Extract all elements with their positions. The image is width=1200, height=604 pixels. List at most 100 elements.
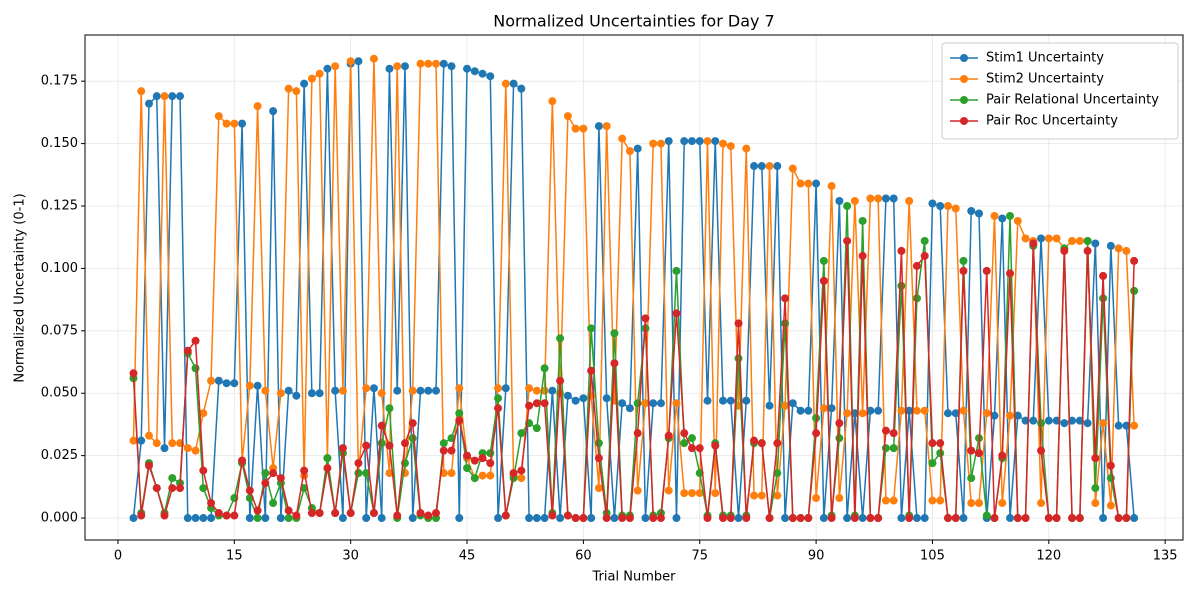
legend-marker bbox=[960, 54, 968, 62]
point bbox=[501, 79, 510, 88]
point bbox=[742, 514, 751, 523]
point bbox=[757, 439, 766, 448]
point bbox=[540, 399, 549, 408]
point bbox=[501, 384, 510, 393]
point bbox=[501, 511, 510, 520]
point bbox=[866, 406, 875, 415]
legend-label: Stim1 Uncertainty bbox=[986, 51, 1104, 66]
point bbox=[478, 454, 487, 463]
point bbox=[354, 469, 363, 478]
point bbox=[633, 486, 642, 495]
x-tick-label: 15 bbox=[226, 549, 243, 564]
point bbox=[137, 87, 146, 96]
point bbox=[1091, 239, 1100, 248]
point bbox=[199, 484, 208, 493]
point bbox=[881, 444, 890, 453]
point bbox=[843, 514, 852, 523]
point bbox=[509, 469, 518, 478]
point bbox=[400, 62, 409, 71]
point bbox=[207, 514, 216, 523]
point bbox=[517, 84, 526, 93]
point bbox=[610, 329, 619, 338]
point bbox=[858, 514, 867, 523]
point bbox=[920, 406, 929, 415]
point bbox=[974, 449, 983, 458]
point bbox=[618, 514, 627, 523]
point bbox=[1099, 419, 1108, 428]
y-tick-label: 0.175 bbox=[41, 74, 78, 89]
point bbox=[998, 214, 1007, 223]
point bbox=[967, 499, 976, 508]
point bbox=[168, 92, 177, 101]
point bbox=[625, 147, 634, 156]
point bbox=[369, 384, 378, 393]
point bbox=[765, 514, 774, 523]
point bbox=[563, 391, 572, 400]
point bbox=[152, 92, 161, 101]
point bbox=[1037, 234, 1046, 243]
point bbox=[269, 469, 278, 478]
point bbox=[144, 461, 153, 470]
point bbox=[494, 404, 503, 413]
point bbox=[261, 479, 270, 488]
point bbox=[284, 514, 293, 523]
point bbox=[594, 439, 603, 448]
point bbox=[765, 162, 774, 171]
point bbox=[874, 514, 883, 523]
point bbox=[618, 134, 627, 143]
point bbox=[486, 72, 495, 81]
point bbox=[1029, 239, 1038, 248]
x-tick-label: 75 bbox=[691, 549, 708, 564]
point bbox=[649, 399, 658, 408]
point bbox=[199, 409, 208, 418]
point bbox=[517, 474, 526, 483]
x-tick-label: 105 bbox=[920, 549, 945, 564]
point bbox=[191, 514, 200, 523]
point bbox=[447, 62, 456, 71]
point bbox=[680, 137, 689, 146]
point bbox=[556, 514, 565, 523]
point bbox=[1021, 514, 1030, 523]
point bbox=[129, 436, 138, 445]
point bbox=[269, 107, 278, 116]
point bbox=[982, 266, 991, 275]
y-axis-label: Normalized Uncertainty (0-1) bbox=[13, 193, 28, 382]
point bbox=[951, 409, 960, 418]
point bbox=[889, 429, 898, 438]
point bbox=[928, 199, 937, 208]
point bbox=[943, 409, 952, 418]
point bbox=[812, 494, 821, 503]
point bbox=[362, 384, 371, 393]
point bbox=[889, 496, 898, 505]
point bbox=[214, 112, 223, 121]
point bbox=[276, 474, 285, 483]
point bbox=[633, 144, 642, 153]
point bbox=[959, 406, 968, 415]
point bbox=[1083, 246, 1092, 255]
point bbox=[455, 384, 464, 393]
legend-marker bbox=[960, 117, 968, 125]
point bbox=[750, 162, 759, 171]
point bbox=[377, 389, 386, 398]
point bbox=[610, 359, 619, 368]
point bbox=[664, 486, 673, 495]
point bbox=[703, 137, 712, 146]
point bbox=[1044, 416, 1053, 425]
point bbox=[1013, 216, 1022, 225]
point bbox=[835, 494, 844, 503]
point bbox=[245, 486, 254, 495]
point bbox=[230, 379, 239, 388]
point bbox=[897, 514, 906, 523]
point bbox=[1130, 286, 1139, 295]
point bbox=[804, 179, 813, 188]
y-tick-label: 0.050 bbox=[41, 386, 78, 401]
point bbox=[540, 514, 549, 523]
point bbox=[416, 59, 425, 68]
point bbox=[470, 67, 479, 76]
point bbox=[338, 386, 347, 395]
point bbox=[129, 369, 138, 378]
point bbox=[850, 197, 859, 206]
point bbox=[323, 464, 332, 473]
point bbox=[323, 454, 332, 463]
point bbox=[556, 334, 565, 343]
